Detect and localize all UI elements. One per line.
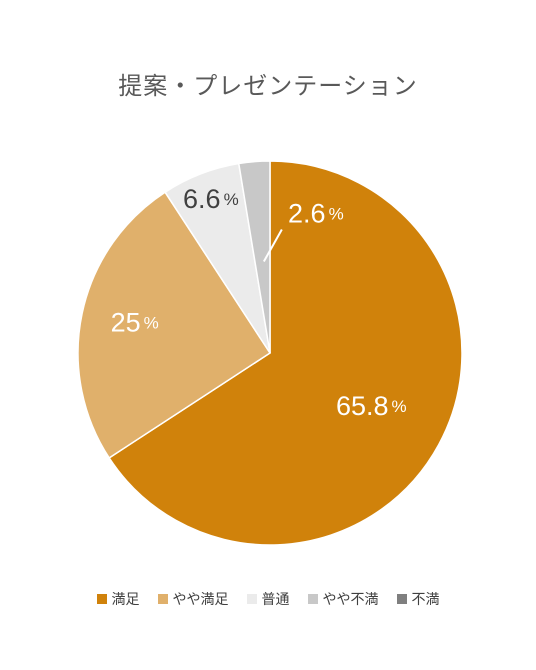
legend-swatch — [307, 594, 318, 604]
legend-item: 不満 — [396, 589, 440, 609]
legend-label: やや満足 — [172, 592, 229, 608]
legend-item: 普通 — [246, 589, 290, 609]
legend-label: 不満 — [411, 592, 440, 608]
data-label: 25% — [111, 308, 159, 338]
legend-label: 普通 — [261, 592, 290, 608]
legend-swatch — [246, 594, 257, 604]
pie-slice — [77, 191, 272, 459]
legend-item: やや満足 — [157, 589, 229, 609]
legend-item: やや不満 — [307, 589, 379, 609]
leader-line — [262, 229, 283, 262]
pie-slice — [108, 160, 463, 546]
legend-swatch — [396, 594, 407, 604]
data-label: 6.6% — [183, 184, 239, 214]
legend-swatch — [96, 594, 107, 604]
data-label: 65.8% — [336, 391, 407, 421]
pie-slice — [237, 160, 271, 354]
legend-item: 満足 — [96, 589, 140, 609]
legend-label: やや不満 — [322, 592, 379, 608]
legend-swatch — [157, 594, 168, 604]
data-label: 2.6% — [288, 199, 344, 229]
chart-title: 提案・プレゼンテーション — [118, 72, 418, 100]
legend: 満足 やや満足 普通 やや不満 不満 — [0, 589, 536, 609]
legend-label: 満足 — [111, 592, 140, 608]
